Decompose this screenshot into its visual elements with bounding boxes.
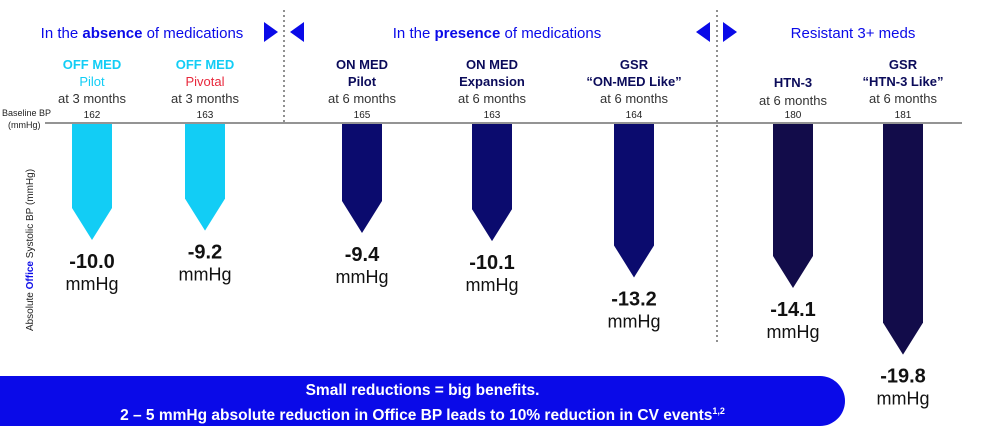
banner-line1: Small reductions = big benefits. bbox=[305, 382, 540, 399]
category-subtitle: “ON-MED Like” bbox=[586, 74, 681, 89]
category-timepoint: at 6 months bbox=[328, 91, 396, 106]
unit-label: mmHg bbox=[608, 311, 661, 331]
section-header-0: In the absence of medications bbox=[41, 25, 244, 42]
category-title: ON MED bbox=[466, 57, 518, 72]
banner-line2: 2 – 5 mmHg absolute reduction in Office … bbox=[0, 401, 845, 426]
bar-arrow bbox=[72, 124, 112, 240]
category-timepoint: at 3 months bbox=[171, 91, 239, 106]
baseline-unit-label: (mmHg) bbox=[8, 120, 41, 130]
value-label: -9.4 bbox=[345, 244, 380, 266]
triangle-right-icon bbox=[264, 22, 278, 42]
bar-arrow bbox=[773, 124, 813, 288]
value-label: -9.2 bbox=[188, 242, 222, 264]
baseline-value: 163 bbox=[484, 110, 501, 121]
category-subtitle: Pivotal bbox=[185, 74, 224, 89]
section-header-2: Resistant 3+ meds bbox=[791, 25, 916, 42]
y-axis-label-post: Systolic BP (mmHg) bbox=[25, 169, 36, 261]
category-title: OFF MED bbox=[63, 57, 122, 72]
baseline-value: 165 bbox=[354, 110, 371, 121]
category-subtitle: “HTN-3 Like” bbox=[863, 74, 944, 89]
category-title: ON MED bbox=[336, 57, 388, 72]
baseline-value: 162 bbox=[84, 110, 101, 121]
unit-label: mmHg bbox=[179, 265, 232, 285]
unit-label: mmHg bbox=[466, 275, 519, 295]
value-label: -10.1 bbox=[469, 252, 515, 274]
banner-line2-text: 2 – 5 mmHg absolute reduction in Office … bbox=[120, 407, 713, 425]
value-label: -19.8 bbox=[880, 366, 926, 388]
section-header-pre: In the bbox=[41, 25, 83, 42]
bar-arrow bbox=[185, 124, 225, 231]
unit-label: mmHg bbox=[336, 267, 389, 287]
value-label: -13.2 bbox=[611, 288, 657, 310]
summary-banner: Small reductions = big benefits. 2 – 5 m… bbox=[0, 376, 845, 426]
bar-arrow bbox=[342, 124, 382, 233]
section-header-post: of medications bbox=[500, 25, 601, 42]
category-timepoint: at 6 months bbox=[869, 91, 937, 106]
baseline-value: 163 bbox=[197, 110, 214, 121]
value-label: -10.0 bbox=[69, 251, 115, 273]
value-label: -14.1 bbox=[770, 299, 816, 321]
category-timepoint: at 6 months bbox=[759, 93, 827, 108]
y-axis-label-highlight: Office bbox=[25, 261, 36, 290]
category-timepoint: at 3 months bbox=[58, 91, 126, 106]
baseline-label: Baseline BP bbox=[2, 108, 51, 118]
category-timepoint: at 6 months bbox=[600, 91, 668, 106]
category-subtitle: Expansion bbox=[459, 74, 525, 89]
section-header-post: of medications bbox=[142, 25, 243, 42]
banner-superscript: 1,2 bbox=[712, 406, 725, 416]
y-axis-label: Absolute Office Systolic BP (mmHg) bbox=[25, 169, 36, 331]
triangle-left-icon bbox=[290, 22, 304, 42]
baseline-value: 164 bbox=[626, 110, 643, 121]
category-subtitle: HTN-3 bbox=[774, 75, 812, 90]
baseline-value: 180 bbox=[785, 110, 802, 121]
category-subtitle: Pilot bbox=[348, 74, 377, 89]
category-title: GSR bbox=[889, 57, 918, 72]
triangle-right-icon bbox=[723, 22, 737, 42]
unit-label: mmHg bbox=[877, 389, 930, 409]
baseline-value: 181 bbox=[895, 110, 912, 121]
unit-label: mmHg bbox=[767, 322, 820, 342]
section-header-bold: absence bbox=[82, 25, 142, 42]
y-axis-label-pre: Absolute bbox=[25, 289, 36, 331]
section-header-pre: In the bbox=[393, 25, 435, 42]
category-timepoint: at 6 months bbox=[458, 91, 526, 106]
category-title: GSR bbox=[620, 57, 649, 72]
section-header-bold: presence bbox=[434, 25, 500, 42]
category-subtitle: Pilot bbox=[79, 74, 105, 89]
triangle-left-icon bbox=[696, 22, 710, 42]
bar-arrow bbox=[614, 124, 654, 278]
section-header-pre: Resistant 3+ meds bbox=[791, 25, 916, 42]
section-header-1: In the presence of medications bbox=[393, 25, 601, 42]
bar-arrow bbox=[883, 124, 923, 355]
unit-label: mmHg bbox=[66, 274, 119, 294]
bar-arrow bbox=[472, 124, 512, 242]
category-title: OFF MED bbox=[176, 57, 235, 72]
